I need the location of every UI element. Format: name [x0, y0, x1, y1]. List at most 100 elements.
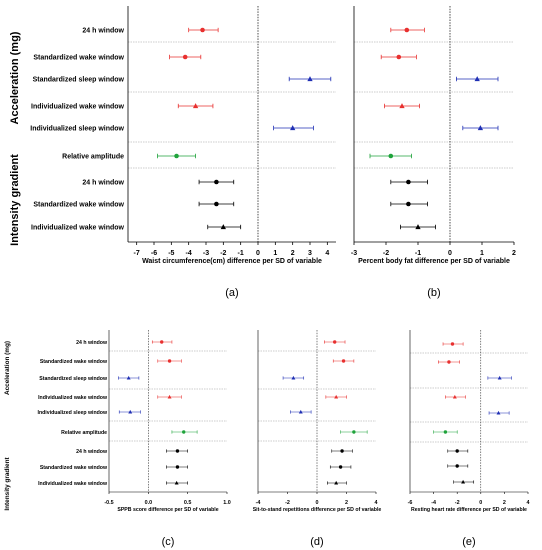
point-estimate [291, 375, 296, 380]
x-tick-label: -1 [415, 250, 421, 257]
point-estimate [167, 394, 172, 399]
point-estimate [396, 54, 402, 60]
x-tick-label: 0.0 [145, 500, 153, 506]
x-tick-label: 4 [375, 500, 378, 506]
point-estimate [450, 342, 455, 346]
point-estimate [477, 125, 484, 131]
point-estimate [307, 76, 313, 82]
point-estimate [496, 410, 501, 415]
point-estimate [497, 375, 502, 380]
x-tick-label: 0 [448, 250, 452, 257]
row-label: Individualized wake window [31, 103, 125, 110]
point-estimate [404, 27, 410, 33]
x-tick-label: 0 [316, 500, 319, 506]
point-estimate [447, 360, 451, 364]
panel-c: -0.5 0.0 0.5 1.0 SPPB score difference per S… [4, 330, 231, 548]
point-estimate [167, 359, 172, 363]
x-tick-label: -3 [203, 250, 209, 257]
point-estimate [182, 430, 186, 434]
point-estimate [452, 394, 457, 399]
point-estimate [340, 449, 344, 453]
point-estimate [298, 409, 303, 414]
point-estimate [174, 480, 179, 485]
x-tick-label: -6 [151, 250, 157, 257]
panel-letter: (e) [462, 536, 475, 548]
group-label-intensity: Intensity gradient [9, 154, 21, 246]
x-tick-label: -1 [238, 250, 244, 257]
x-axis-label: Percent body fat difference per SD of va… [358, 258, 510, 265]
x-tick-label: -2 [285, 500, 290, 506]
x-tick-label: -7 [134, 250, 140, 257]
point-estimate [182, 54, 188, 60]
point-estimate [461, 479, 466, 484]
point-estimate [455, 464, 459, 468]
x-tick-label: 2 [291, 250, 295, 257]
row-label: 24 h window [82, 179, 124, 186]
row-label: Standardized sleep window [33, 76, 125, 83]
x-tick-label: 4 [527, 500, 530, 506]
panel-letter: (b) [427, 287, 440, 299]
row-label: Individualized wake window [38, 395, 108, 401]
point-estimate [334, 394, 339, 399]
row-label: Individualized wake window [38, 481, 108, 487]
x-axis-label: Sit-to-stand repetitions difference per … [253, 507, 382, 513]
x-tick-label: -3 [351, 250, 357, 257]
point-estimate [214, 201, 219, 207]
x-tick-label: -5 [168, 250, 174, 257]
group-label-intensity: Intensity gradient [4, 456, 11, 510]
row-label: Standardized wake window [40, 359, 108, 365]
point-estimate [175, 449, 180, 453]
x-tick-label: 1 [480, 250, 484, 257]
point-estimate [474, 76, 480, 82]
point-estimate [406, 179, 411, 185]
point-estimate [388, 153, 394, 159]
point-estimate [334, 480, 339, 485]
x-tick-label: 2 [345, 500, 348, 506]
x-tick-label: 0 [479, 500, 482, 506]
x-tick-label: 2 [503, 500, 506, 506]
row-label: 24 h window [76, 449, 108, 455]
point-estimate [200, 27, 205, 33]
group-label-acceleration: Acceleration (mg) [4, 341, 11, 395]
x-tick-label: -4 [431, 500, 436, 506]
x-tick-label: -4 [256, 500, 261, 506]
point-estimate [160, 340, 164, 344]
row-label: Relative amplitude [61, 430, 107, 436]
x-tick-label: 0.5 [184, 500, 192, 506]
row-label: Standardized wake window [33, 201, 124, 208]
row-label: Individualized sleep window [30, 125, 124, 132]
row-label: 24 h window [82, 27, 124, 34]
group-label-acceleration: Acceleration (mg) [9, 31, 21, 124]
row-label: 24 h window [76, 340, 108, 346]
point-estimate [220, 224, 226, 230]
row-label: Relative amplitude [62, 153, 124, 160]
x-tick-label: -2 [383, 250, 389, 257]
x-axis-label: Resting heart rate difference per SD of … [411, 507, 527, 513]
panel-letter: (a) [225, 287, 238, 299]
x-axis-label: SPPB score difference per SD of variable [117, 507, 218, 513]
row-label: Standardized sleep window [39, 376, 108, 382]
point-estimate [443, 430, 448, 434]
point-estimate [175, 465, 180, 469]
point-estimate [415, 224, 421, 230]
x-tick-label: 1.0 [223, 500, 231, 506]
x-tick-label: -4 [186, 250, 192, 257]
point-estimate [455, 449, 459, 453]
point-estimate [406, 201, 411, 207]
point-estimate [128, 409, 133, 414]
point-estimate [192, 103, 199, 109]
point-estimate [214, 179, 219, 185]
x-tick-label: 3 [308, 250, 312, 257]
point-estimate [290, 125, 296, 131]
x-tick-label: 4 [325, 250, 329, 257]
point-estimate [338, 465, 343, 469]
x-tick-label: -0.5 [104, 500, 113, 506]
x-tick-label: 0 [256, 250, 260, 257]
row-label: Individualized sleep window [38, 410, 108, 416]
row-label: Individualized wake window [31, 224, 125, 231]
row-label: Standardized wake window [40, 465, 108, 471]
